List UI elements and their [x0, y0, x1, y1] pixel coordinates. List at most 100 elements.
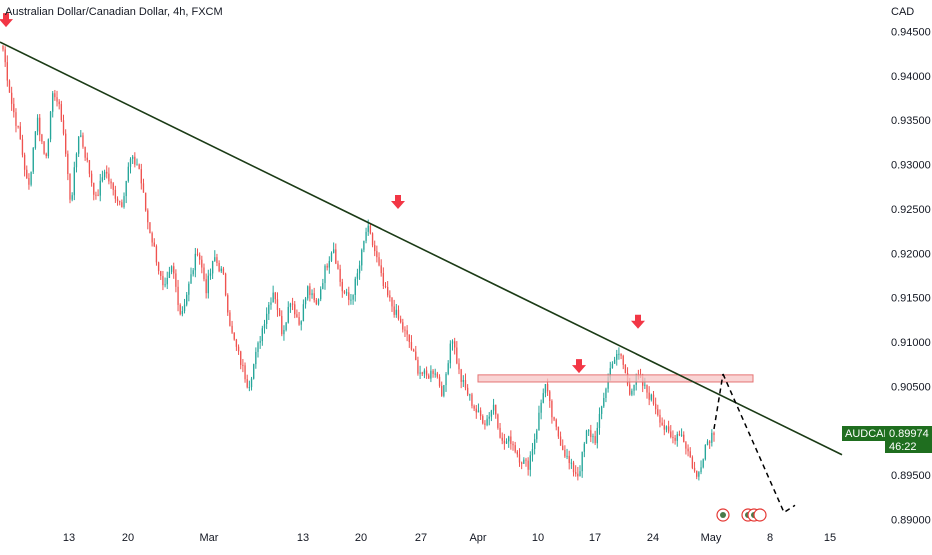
- candle-body: [393, 306, 395, 315]
- candle-body: [162, 275, 164, 286]
- candle-body: [482, 416, 484, 424]
- candle-body: [106, 171, 108, 174]
- candle-body: [170, 266, 173, 272]
- candle-body: [345, 292, 348, 294]
- candle-body: [255, 351, 257, 365]
- badge-symbol-bg: [842, 426, 885, 441]
- candle-body: [56, 97, 58, 102]
- candle-body: [134, 156, 136, 165]
- candle-body: [30, 171, 32, 185]
- candle-body: [125, 180, 127, 197]
- candle-body: [445, 373, 447, 386]
- candle-body: [408, 334, 410, 343]
- candle-body: [622, 355, 624, 365]
- candle-body: [43, 141, 45, 154]
- candle-body: [594, 436, 596, 444]
- price-badge: AUDCAD 0.89974 46:22: [842, 426, 932, 453]
- candle-body: [367, 225, 369, 232]
- candle-body: [365, 231, 367, 241]
- candle-body: [114, 189, 117, 199]
- candle-body: [205, 279, 207, 294]
- candle-body: [361, 249, 363, 266]
- candle-body: [36, 117, 39, 132]
- candle-body: [544, 384, 547, 394]
- candle-body: [339, 268, 341, 282]
- candle-body: [501, 437, 503, 441]
- candle-body: [177, 286, 179, 305]
- candle-body: [324, 265, 326, 284]
- candle-body: [196, 253, 199, 255]
- candle-body: [497, 414, 499, 428]
- y-tick-label: 0.93500: [891, 115, 931, 127]
- candle-body: [434, 373, 436, 375]
- candle-body: [477, 410, 480, 413]
- candle-body: [2, 45, 4, 50]
- y-tick-label: 0.92500: [891, 204, 931, 216]
- candle-body: [317, 299, 320, 305]
- candle-body: [711, 432, 713, 443]
- candle-body: [505, 441, 508, 444]
- candle-body: [348, 292, 350, 300]
- candle-body: [624, 364, 627, 374]
- candle-body: [19, 126, 21, 140]
- y-tick-label: 0.94500: [891, 27, 931, 39]
- candle-body: [704, 444, 707, 460]
- candle-body: [451, 341, 454, 344]
- candle-body: [425, 370, 428, 376]
- candle-body: [54, 93, 56, 98]
- y-tick-label: 0.92000: [891, 248, 931, 260]
- candle-body: [8, 80, 11, 93]
- candle-body: [224, 273, 227, 296]
- candle-body: [60, 104, 63, 121]
- candle-body: [415, 351, 417, 361]
- candle-body: [590, 430, 592, 438]
- x-tick-label: 13: [297, 532, 309, 544]
- candle-body: [274, 292, 276, 300]
- candle-body: [103, 171, 106, 178]
- candle-body: [665, 426, 668, 430]
- candle-body: [296, 314, 298, 318]
- chart-title: Australian Dollar/Canadian Dollar, 4h, F…: [5, 6, 223, 18]
- candle-body: [551, 400, 553, 418]
- candle-body: [387, 286, 389, 296]
- event-icons: [716, 508, 767, 522]
- candle-body: [315, 300, 318, 305]
- zone-rect: [477, 374, 754, 383]
- candle-body: [149, 222, 151, 234]
- candle-body: [203, 267, 205, 280]
- candle-body: [268, 304, 270, 314]
- candle-body: [490, 410, 493, 417]
- candle-body: [566, 455, 568, 457]
- candle-body: [598, 413, 601, 428]
- candle-body: [237, 346, 240, 352]
- candle-body: [281, 315, 283, 335]
- candle-body: [369, 225, 372, 234]
- candle-body: [358, 265, 361, 274]
- candle-body: [39, 117, 41, 135]
- candle-body: [285, 322, 287, 330]
- candle-body: [335, 249, 337, 264]
- candle-body: [32, 147, 34, 172]
- currency-label: CAD: [891, 6, 914, 18]
- candle-body: [276, 299, 279, 310]
- candle-body: [86, 157, 88, 161]
- candle-body: [395, 309, 397, 315]
- candle-body: [121, 202, 123, 207]
- candle-body: [131, 156, 134, 159]
- candle-body: [354, 278, 356, 295]
- event-icon: [753, 508, 767, 522]
- candle-body: [110, 181, 112, 184]
- candle-body: [179, 304, 181, 315]
- candle-body: [147, 210, 149, 223]
- candle-body: [419, 372, 421, 374]
- candle-body: [214, 257, 216, 262]
- candle-body: [160, 271, 162, 276]
- candle-body: [516, 451, 519, 455]
- candle-body: [430, 370, 432, 379]
- candle-body: [646, 384, 648, 393]
- x-axis-ticks: 13 20 Mar 13 20 27 Apr 10 17 24 May 8 15: [63, 532, 836, 544]
- candle-body: [311, 293, 313, 296]
- candle-body: [428, 375, 430, 379]
